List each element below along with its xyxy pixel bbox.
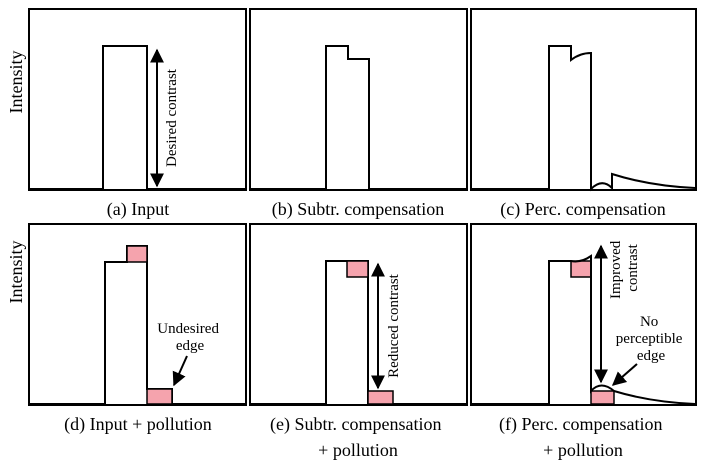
- pollution-patch-top: [570, 260, 592, 278]
- pollution-patch-bottom: [590, 390, 615, 405]
- panel-d: Undesired edge (d) Input + pollution: [28, 223, 247, 435]
- y-axis-label-top: Intensity: [6, 51, 26, 114]
- improved-contrast-text: Improved contrast: [608, 237, 641, 299]
- panel-frame: [470, 8, 697, 191]
- reduced-contrast-label: Reduced contrast: [386, 273, 402, 378]
- improved-contrast-line: Improved contrast: [608, 237, 641, 299]
- panel-frame: [249, 223, 468, 406]
- no-perceptible-edge-label: No perceptible edge: [616, 314, 686, 364]
- panel-caption: (e) Subtr. compensation + pollution: [270, 414, 446, 460]
- pollution-patch-top: [346, 260, 369, 278]
- pollution-patch-bottom: [367, 390, 394, 405]
- no-perceptible-edge-arrow: [611, 363, 638, 386]
- panel-f: Improved contrast No perceptible edge (f…: [470, 223, 697, 460]
- undesired-edge-arrow: [172, 355, 188, 387]
- panel-caption: (c) Perc. compensation: [500, 199, 665, 220]
- signal-curve: [30, 45, 245, 190]
- undesired-edge-label: Undesired edge: [157, 321, 222, 354]
- panel-c: (c) Perc. compensation: [470, 8, 697, 220]
- panel-caption: (d) Input + pollution: [64, 414, 212, 435]
- panel-frame: [249, 8, 468, 191]
- desired-contrast-label: Desired contrast: [164, 68, 180, 167]
- y-axis-label-bottom: Intensity: [6, 241, 26, 304]
- signal-curve: [472, 45, 696, 192]
- panel-caption: (b) Subtr. compensation: [272, 199, 444, 220]
- signal-curve: [472, 254, 696, 405]
- pollution-patch-top: [126, 245, 148, 263]
- signal-curve: [251, 45, 466, 190]
- panel-caption: (f) Perc. compensation + pollution: [499, 414, 667, 460]
- panel-frame: [28, 8, 247, 191]
- panel-caption: (a) Input: [107, 199, 169, 220]
- panel-a: Desired contrast (a) Input: [28, 8, 247, 220]
- panel-e: Reduced contrast (e) Subtr. compensation…: [249, 223, 468, 460]
- pollution-patch-bottom: [146, 388, 173, 405]
- panel-b: (b) Subtr. compensation: [249, 8, 468, 220]
- panel-frame: [470, 223, 697, 406]
